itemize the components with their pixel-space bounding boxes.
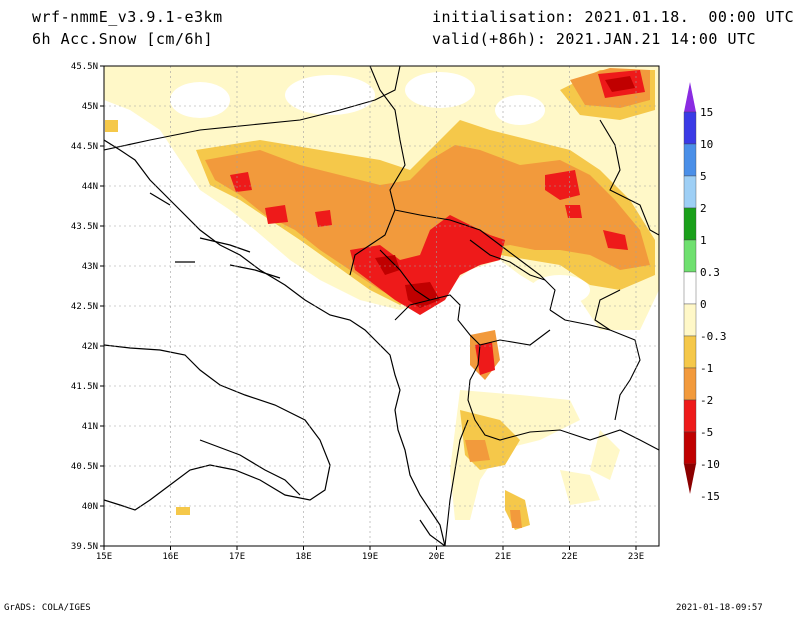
grid-lines — [104, 66, 659, 546]
colorbar-label: -2 — [700, 394, 713, 407]
lat-tick-label: 42.5N — [71, 302, 98, 312]
colorbar-label: 0 — [700, 298, 707, 311]
colorbar-label: -15 — [700, 490, 720, 503]
colorbar-segment — [683, 431, 697, 465]
map-area — [104, 66, 659, 546]
country-borders — [104, 66, 659, 546]
colorbar-label: 15 — [700, 106, 713, 119]
colorbar-label: -0.3 — [700, 330, 727, 343]
lat-tick-label: 44.5N — [71, 142, 98, 152]
colorbar-segment — [683, 367, 697, 401]
colorbar-segment — [683, 207, 697, 241]
lat-tick-label: 45.5N — [71, 62, 98, 72]
lon-tick-label: 20E — [428, 552, 444, 562]
colorbar-segment — [683, 143, 697, 177]
lat-tick-label: 43.5N — [71, 222, 98, 232]
colorbar-segment — [683, 303, 697, 337]
lat-tick-label: 44N — [82, 182, 98, 192]
lat-tick-label: 40N — [82, 502, 98, 512]
colorbar-segment — [683, 111, 697, 145]
lat-tick-label: 39.5N — [71, 542, 98, 552]
colorbar-label: 5 — [700, 170, 707, 183]
colorbar-label: -10 — [700, 458, 720, 471]
lat-tick-label: 41N — [82, 422, 98, 432]
colorbar-top-arrow — [684, 82, 696, 112]
lon-tick-label: 18E — [295, 552, 311, 562]
lon-tick-label: 15E — [96, 552, 112, 562]
lon-tick-label: 22E — [561, 552, 577, 562]
initialisation-time: initialisation: 2021.01.18. 00:00 UTC — [432, 8, 795, 26]
colorbar-segment — [683, 271, 697, 305]
lat-tick-label: 41.5N — [71, 382, 98, 392]
colorbar-label: 10 — [700, 138, 713, 151]
lat-tick-label: 40.5N — [71, 462, 98, 472]
footer-timestamp: 2021-01-18-09:57 — [676, 603, 763, 613]
variable-title: 6h Acc.Snow [cm/6h] — [32, 30, 214, 48]
snow-red-fill — [230, 70, 645, 375]
colorbar-segment — [683, 335, 697, 369]
colorbar-segment — [683, 239, 697, 273]
lat-tick-label: 42N — [82, 342, 98, 352]
colorbar-label: -5 — [700, 426, 713, 439]
colorbar-label: 2 — [700, 202, 707, 215]
footer-grads-credit: GrADS: COLA/IGES — [4, 603, 91, 613]
lon-tick-label: 21E — [495, 552, 511, 562]
colorbar-segment — [683, 399, 697, 433]
lon-tick-label: 23E — [628, 552, 644, 562]
colorbar-bottom-arrow — [684, 464, 696, 494]
colorbar-segment — [683, 175, 697, 209]
snow-free-patches — [108, 72, 590, 305]
lon-tick-label: 19E — [362, 552, 378, 562]
lon-tick-label: 17E — [229, 552, 245, 562]
longitude-labels: 15E 16E 17E 18E 19E 20E 21E 22E 23E — [96, 546, 644, 562]
colorbar-label: 0.3 — [700, 266, 720, 279]
coastlines — [104, 139, 446, 546]
colorbar: 15 10 5 2 1 0.3 0 -0.3 -1 -2 -5 -10 -15 — [683, 82, 727, 503]
latitude-labels: 45.5N 45N 44.5N 44N 43.5N 43N 42.5N 42N 41.5N 41N… — [71, 62, 104, 552]
colorbar-label: 1 — [700, 234, 707, 247]
lon-tick-label: 16E — [162, 552, 178, 562]
lat-tick-label: 43N — [82, 262, 98, 272]
valid-time: valid(+86h): 2021.JAN.21 14:00 UTC — [432, 30, 757, 48]
model-title: wrf-nmmE_v3.9.1-e3km — [32, 8, 223, 26]
colorbar-label: -1 — [700, 362, 713, 375]
lat-tick-label: 45N — [82, 102, 98, 112]
